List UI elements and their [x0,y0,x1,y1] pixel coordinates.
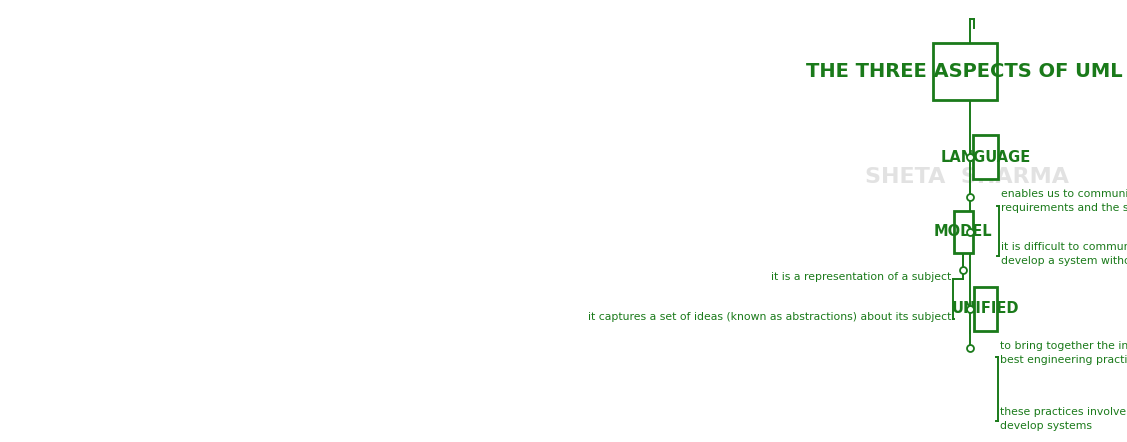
Text: it is difficult to communicate and collaborate for a team to successfully
develo: it is difficult to communicate and colla… [1001,242,1127,266]
Text: enables us to communicate about a subject which includes the
requirements and th: enables us to communicate about a subjec… [1001,189,1127,213]
Text: these practices involve applying techniques that allow us to successfully
develo: these practices involve applying techniq… [1000,407,1127,431]
Text: THE THREE ASPECTS OF UML: THE THREE ASPECTS OF UML [806,62,1122,81]
Text: MODEL: MODEL [934,225,993,240]
Text: to bring together the information systems and technology industry's
best enginee: to bring together the information system… [1000,341,1127,365]
FancyBboxPatch shape [933,43,996,100]
FancyBboxPatch shape [974,287,997,331]
Text: it captures a set of ideas (known as abstractions) about its subject: it captures a set of ideas (known as abs… [588,312,951,321]
Text: UNIFIED: UNIFIED [951,301,1019,316]
Text: SHETA  SHARMA: SHETA SHARMA [866,167,1070,187]
Text: LANGUAGE: LANGUAGE [940,150,1030,165]
FancyBboxPatch shape [974,135,997,179]
FancyBboxPatch shape [953,211,973,253]
Text: it is a representation of a subject: it is a representation of a subject [771,272,951,282]
